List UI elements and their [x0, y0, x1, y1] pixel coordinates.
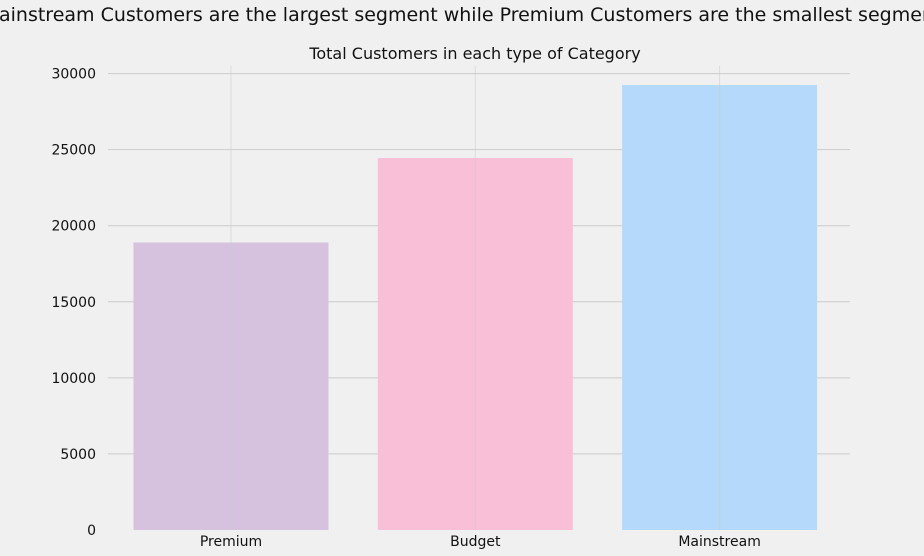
- y-tick-label: 30000: [51, 67, 96, 83]
- y-tick-label: 5000: [60, 447, 96, 463]
- chart-title: Total Customers in each type of Category: [308, 44, 640, 63]
- x-tick-label: Budget: [450, 534, 501, 550]
- y-tick-label: 0: [87, 523, 96, 539]
- y-tick-label: 10000: [51, 371, 96, 387]
- x-tick-label: Mainstream: [678, 534, 760, 550]
- tick-labels: 0 5000 10000 15000 20000 25000 30000 Premium Bud…: [51, 67, 760, 550]
- x-tick-label: Premium: [200, 534, 262, 550]
- x-grid: [230, 66, 721, 530]
- chart-suptitle: Mainstream Customers are the largest seg…: [0, 4, 924, 26]
- y-tick-label: 25000: [51, 143, 96, 159]
- y-tick-label: 15000: [51, 295, 96, 311]
- y-tick-label: 20000: [51, 219, 96, 235]
